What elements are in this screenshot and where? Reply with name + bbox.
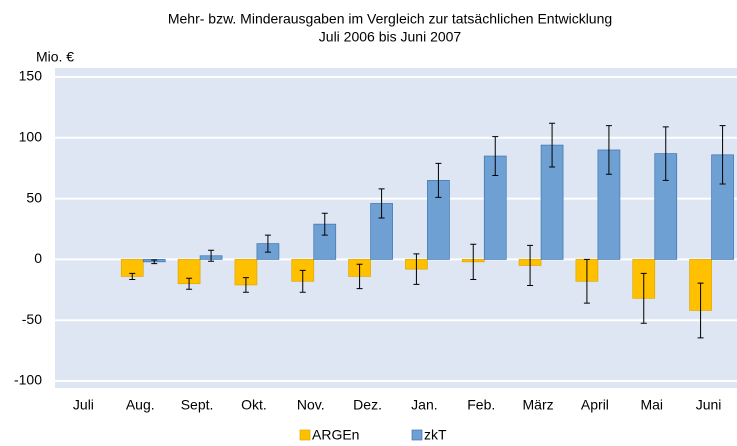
error-bar bbox=[299, 269, 306, 293]
error-bar bbox=[186, 277, 193, 290]
y-tick-label: -50 bbox=[22, 311, 42, 327]
error-bar bbox=[662, 126, 669, 181]
error-bar bbox=[549, 122, 556, 168]
x-tick-label: Sept. bbox=[181, 397, 214, 413]
error-bar bbox=[151, 259, 158, 265]
error-bar bbox=[640, 272, 647, 324]
x-tick-label: Okt. bbox=[241, 397, 267, 413]
error-bar bbox=[129, 272, 136, 280]
error-bar bbox=[527, 244, 534, 287]
legend-swatch bbox=[411, 429, 423, 441]
x-tick-label: Nov. bbox=[297, 397, 325, 413]
x-tick-label: Jan. bbox=[411, 397, 437, 413]
error-bar bbox=[378, 188, 385, 219]
chart-title: Mehr- bzw. Minderausgaben im Vergleich z… bbox=[168, 11, 612, 27]
error-bar bbox=[470, 243, 477, 280]
legend-label: zkT bbox=[424, 427, 447, 443]
x-tick-label: Dez. bbox=[353, 397, 382, 413]
chart-subtitle: Juli 2006 bis Juni 2007 bbox=[319, 29, 462, 45]
y-tick-label: 0 bbox=[34, 250, 42, 266]
y-tick-label: 100 bbox=[19, 129, 43, 145]
x-tick-label: März bbox=[523, 397, 554, 413]
error-bar bbox=[356, 263, 363, 290]
error-bar bbox=[264, 234, 271, 253]
x-tick-label: April bbox=[581, 397, 609, 413]
error-bar bbox=[492, 136, 499, 176]
error-bar bbox=[697, 282, 704, 339]
plot-background bbox=[55, 68, 737, 388]
y-axis-label: Mio. € bbox=[36, 49, 74, 65]
x-tick-label: Juli bbox=[73, 397, 94, 413]
error-bar bbox=[413, 253, 420, 285]
x-tick-label: Feb. bbox=[467, 397, 495, 413]
error-bar bbox=[583, 258, 590, 304]
legend-swatch bbox=[299, 429, 311, 441]
legend-label: ARGEn bbox=[312, 427, 359, 443]
error-bar bbox=[208, 249, 215, 262]
y-tick-label: 50 bbox=[26, 189, 42, 205]
x-tick-label: Aug. bbox=[126, 397, 155, 413]
x-tick-label: Juni bbox=[696, 397, 722, 413]
error-bar bbox=[605, 125, 612, 175]
error-bar bbox=[242, 277, 249, 293]
y-tick-label: -100 bbox=[14, 372, 42, 388]
error-bar bbox=[321, 212, 328, 236]
y-tick-label: 150 bbox=[19, 68, 43, 84]
error-bar bbox=[719, 125, 726, 185]
error-bar bbox=[435, 162, 442, 198]
x-tick-label: Mai bbox=[640, 397, 663, 413]
